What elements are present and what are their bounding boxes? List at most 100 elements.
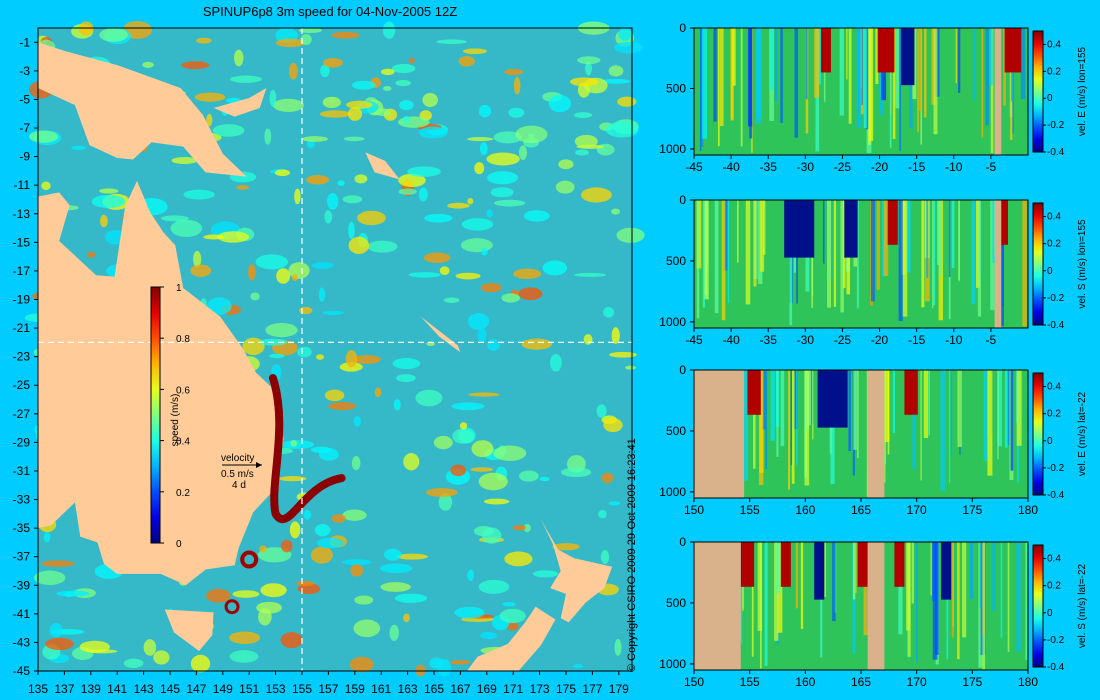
section-hot-core xyxy=(820,28,831,73)
eddy-patch xyxy=(354,174,368,184)
eddy-patch xyxy=(298,27,323,34)
eddy-patch xyxy=(598,509,607,519)
section-streak xyxy=(1016,542,1021,652)
eddy-patch xyxy=(423,252,451,264)
section-y-tick-label: 500 xyxy=(666,596,686,610)
eddy-patch xyxy=(614,638,622,656)
eddy-patch xyxy=(467,313,490,330)
map-x-tick-label: 171 xyxy=(503,682,523,696)
eddy-patch xyxy=(398,116,430,128)
eddy-patch xyxy=(539,476,550,482)
eddy-patch xyxy=(310,546,333,564)
section-streak xyxy=(820,542,823,658)
section-streak xyxy=(875,28,879,85)
eddy-patch xyxy=(248,264,256,281)
eddy-patch xyxy=(486,152,520,166)
section-colorbar-tick-label: 0.2 xyxy=(1047,66,1061,77)
section-streak xyxy=(856,28,862,128)
map-x-tick-label: 151 xyxy=(239,682,259,696)
section-streak xyxy=(832,542,836,622)
section-streak xyxy=(979,542,981,609)
section-streak xyxy=(770,28,774,91)
eddy-patch xyxy=(306,139,315,149)
section-streak xyxy=(940,370,946,491)
section-x-tick-label: 180 xyxy=(1018,675,1038,689)
map-x-tick-label: 177 xyxy=(582,682,602,696)
section-x-tick-label: -10 xyxy=(945,160,963,174)
section-streak xyxy=(957,370,962,447)
map-y-tick-label: -37 xyxy=(13,550,31,564)
eddy-patch xyxy=(343,136,365,142)
speed-colorbar-label: speed (m/s) xyxy=(170,394,181,447)
section-frame xyxy=(693,199,1029,329)
eddy-patch xyxy=(255,254,289,270)
eddy-patch xyxy=(327,192,339,210)
section-cold-core xyxy=(901,28,915,86)
map-y-tick-label: -3 xyxy=(19,64,30,78)
section-streak xyxy=(977,200,981,317)
section-seafloor xyxy=(694,542,741,670)
eddy-patch xyxy=(504,551,533,567)
section-streak xyxy=(915,542,918,663)
east-australian-current xyxy=(268,374,346,523)
eddy-patch xyxy=(367,240,398,253)
eddy-patch xyxy=(550,353,562,372)
eddy-patch xyxy=(318,287,326,302)
eddy-patch xyxy=(346,100,373,109)
section-streak xyxy=(791,370,795,484)
section-streak xyxy=(990,200,995,311)
section-x-tick-label: -35 xyxy=(760,160,778,174)
section-frame xyxy=(693,27,1029,156)
map-y-tick-label: -43 xyxy=(13,635,31,649)
eddy-patch xyxy=(611,208,621,215)
section-streak xyxy=(861,28,863,106)
section-colorbar-tick-label: -0.2 xyxy=(1047,463,1065,474)
eddy-patch xyxy=(583,334,593,345)
eddy-patch xyxy=(41,181,51,191)
eddy-patch xyxy=(229,75,262,83)
eddy-patch xyxy=(490,187,514,198)
section-colorbar-tick-label: 0.4 xyxy=(1047,554,1061,565)
section-streak xyxy=(898,200,903,322)
eddy-patch xyxy=(459,422,468,430)
eddy-patch xyxy=(577,56,601,65)
map-y-tick-label: -17 xyxy=(13,264,31,278)
eddy-patch xyxy=(463,48,487,55)
section-colorbar-tick-label: 0 xyxy=(1047,436,1053,447)
section-streak xyxy=(780,370,785,447)
eddy-patch xyxy=(470,467,494,472)
eddy-patch xyxy=(433,435,453,450)
section-streak xyxy=(774,28,778,102)
section-y-tick-label: 500 xyxy=(666,424,686,438)
eddy-patch xyxy=(99,214,108,228)
eddy-patch xyxy=(422,93,439,108)
section-streak xyxy=(839,28,844,116)
eddy-patch xyxy=(275,38,305,48)
eddy-patch xyxy=(486,209,493,218)
eddy-patch xyxy=(380,68,395,76)
section-x-tick-label: -25 xyxy=(834,160,852,174)
section-streak xyxy=(702,200,705,308)
section-ylabel: vel. E (m/s) lat=-22 xyxy=(1077,391,1088,476)
eddy-patch xyxy=(320,64,330,78)
map-x-tick-label: 147 xyxy=(186,682,206,696)
eddy-patch xyxy=(601,78,631,84)
figure-title: SPINUP6p8 3m speed for 04-Nov-2005 12Z xyxy=(202,4,458,19)
section-streak xyxy=(949,370,951,484)
eddy-patch xyxy=(229,650,259,663)
eddy-patch xyxy=(460,238,493,253)
eddy-patch xyxy=(585,61,592,76)
section-colorbar-tick-label: -0.4 xyxy=(1047,662,1065,673)
map-x-tick-label: 165 xyxy=(424,682,444,696)
section-streak xyxy=(933,200,936,306)
eddy-patch xyxy=(614,41,643,54)
eddy-patch xyxy=(350,564,364,577)
section-colorbar-tick-label: 0.2 xyxy=(1047,581,1061,592)
map-y-tick-label: -29 xyxy=(13,435,31,449)
section-streak xyxy=(933,28,938,135)
section-streak xyxy=(958,200,960,282)
speed-colorbar-tick-label: 0.8 xyxy=(176,334,190,345)
section-streak xyxy=(957,542,960,660)
section-streak xyxy=(951,542,954,638)
eddy-patch xyxy=(311,262,334,269)
